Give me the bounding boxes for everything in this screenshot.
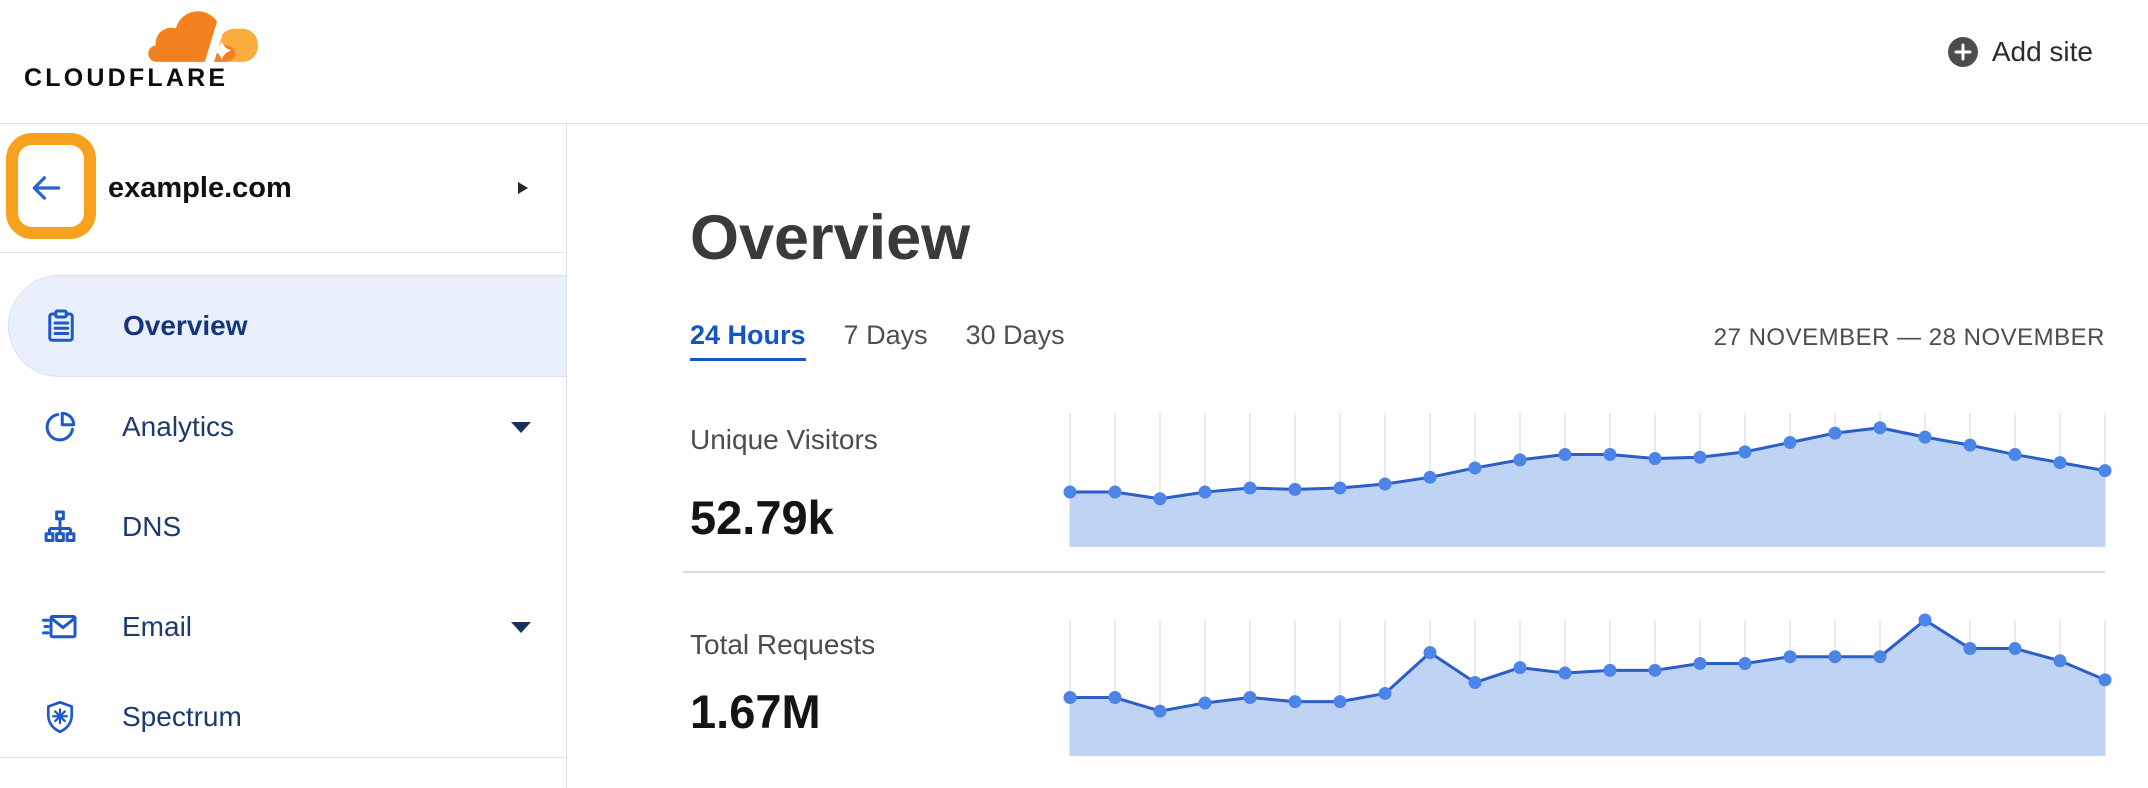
caret-down-icon[interactable]: [510, 620, 532, 634]
sidebar-divider: [0, 757, 566, 758]
sidebar-item-label: Email: [122, 611, 193, 642]
add-site-label: Add site: [1991, 36, 2093, 67]
caret-down-icon[interactable]: [510, 420, 532, 434]
cloudflare-cloud-icon: [148, 11, 258, 64]
email-icon: [42, 609, 78, 645]
sidebar-item-overview[interactable]: Overview: [8, 275, 566, 377]
caret-right-icon[interactable]: [516, 179, 530, 197]
sidebar-item-label: Overview: [123, 310, 248, 341]
total-requests-chart[interactable]: [1063, 613, 2112, 756]
sidebar-item-analytics[interactable]: Analytics: [0, 377, 566, 477]
metrics-divider: [683, 571, 2105, 573]
site-name: example.com: [108, 171, 292, 204]
sidebar-item-label: Analytics: [122, 411, 235, 442]
metric-value-total-requests: 1.67M: [690, 685, 821, 738]
sidebar-item-label: DNS: [122, 511, 182, 542]
site-switcher-row[interactable]: example.com: [0, 124, 566, 253]
sidebar-item-label: Spectrum: [122, 701, 242, 732]
date-range-label: 27 NOVEMBER — 28 NOVEMBER: [1713, 324, 2105, 351]
sidebar-item-spectrum[interactable]: Spectrum: [0, 677, 566, 757]
tab-30-days[interactable]: 30 Days: [965, 320, 1065, 350]
cloudflare-wordmark: CLOUDFLARE: [24, 64, 229, 92]
cloudflare-logo[interactable]: CLOUDFLARE: [24, 4, 264, 100]
metric-label-unique-visitors: Unique Visitors: [690, 424, 878, 455]
page-title: Overview: [690, 203, 971, 273]
clipboard-icon: [43, 308, 79, 344]
metric-value-unique-visitors: 52.79k: [690, 491, 834, 544]
back-button[interactable]: [24, 166, 68, 210]
sidebar-nav: Overview Analytics: [0, 253, 566, 758]
time-range-tabs: 24 Hours 7 Days 30 Days: [690, 320, 1065, 361]
pie-chart-icon: [42, 409, 78, 445]
shield-icon: [42, 699, 78, 735]
plus-circle-icon: [1947, 37, 1978, 67]
sitemap-icon: [42, 509, 78, 545]
tab-7-days[interactable]: 7 Days: [843, 320, 928, 350]
sidebar-item-dns[interactable]: DNS: [0, 477, 566, 577]
sidebar-item-email[interactable]: Email: [0, 577, 566, 677]
top-header: CLOUDFLARE Add site: [0, 0, 2148, 124]
sidebar: example.com Overview Analyti: [0, 124, 567, 788]
arrow-left-icon: [32, 176, 61, 200]
tab-24-hours[interactable]: 24 Hours: [690, 320, 806, 361]
unique-visitors-chart[interactable]: [1063, 413, 2112, 547]
add-site-button[interactable]: Add site: [1947, 36, 2093, 68]
main-content: Overview 24 Hours 7 Days 30 Days 27 NOVE…: [568, 124, 2148, 788]
metric-label-total-requests: Total Requests: [690, 629, 876, 660]
